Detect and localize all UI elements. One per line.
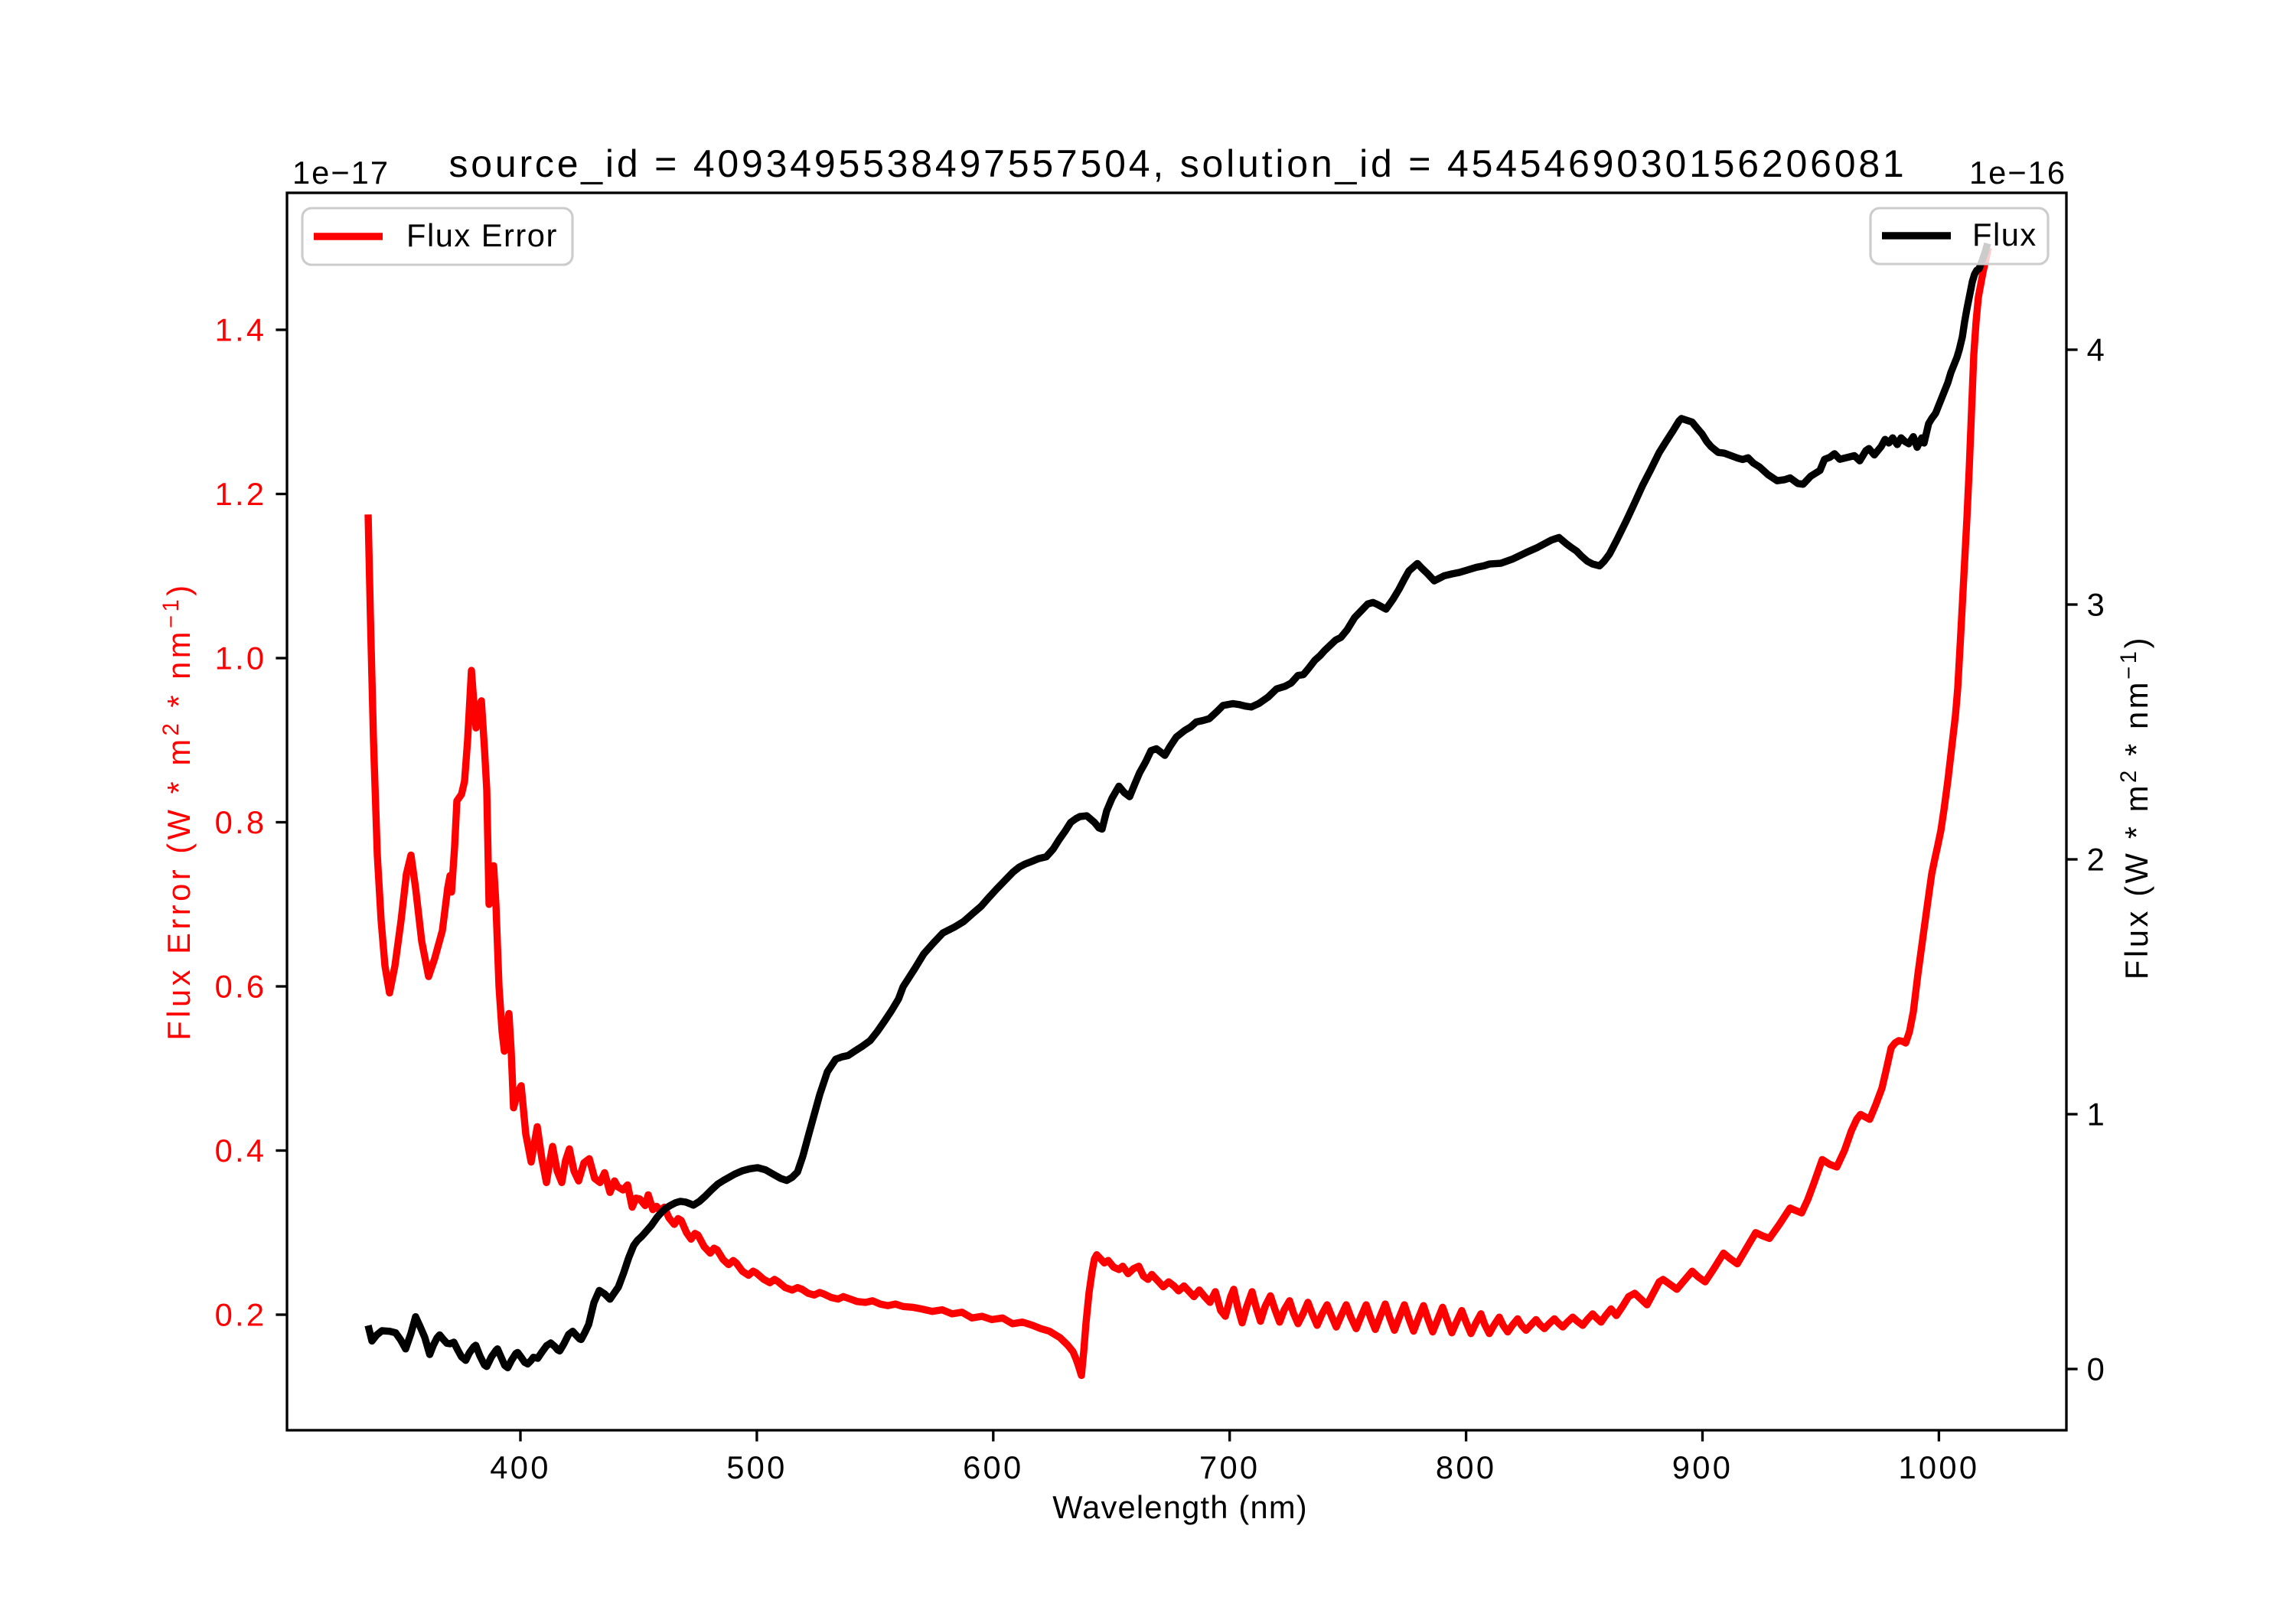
svg-text:900: 900 bbox=[1672, 1449, 1733, 1485]
svg-text:3: 3 bbox=[2087, 587, 2107, 623]
svg-text:0.8: 0.8 bbox=[215, 804, 267, 840]
svg-text:1e−16: 1e−16 bbox=[1969, 155, 2066, 191]
svg-text:1: 1 bbox=[2087, 1097, 2107, 1133]
svg-text:1000: 1000 bbox=[1898, 1449, 1979, 1485]
svg-text:400: 400 bbox=[490, 1449, 550, 1485]
svg-text:0.6: 0.6 bbox=[215, 969, 267, 1005]
svg-text:Flux (W * m2 * nm−1): Flux (W * m2 * nm−1) bbox=[2117, 635, 2154, 980]
svg-text:1e−17: 1e−17 bbox=[292, 155, 390, 191]
svg-text:Flux: Flux bbox=[1972, 217, 2037, 253]
svg-text:2: 2 bbox=[2087, 842, 2107, 878]
svg-text:4: 4 bbox=[2087, 332, 2107, 368]
svg-text:Flux Error: Flux Error bbox=[406, 217, 558, 253]
svg-text:source_id = 409349553849755750: source_id = 4093495538497557504, solutio… bbox=[448, 142, 1906, 185]
svg-text:600: 600 bbox=[963, 1449, 1023, 1485]
svg-text:1.2: 1.2 bbox=[215, 476, 267, 512]
svg-text:Wavelength (nm): Wavelength (nm) bbox=[1052, 1489, 1308, 1525]
svg-text:Flux Error (W * m2 * nm−1): Flux Error (W * m2 * nm−1) bbox=[159, 582, 197, 1040]
svg-text:0.4: 0.4 bbox=[215, 1133, 267, 1169]
svg-text:700: 700 bbox=[1199, 1449, 1260, 1485]
svg-text:0: 0 bbox=[2087, 1351, 2107, 1387]
svg-text:1.0: 1.0 bbox=[215, 641, 267, 676]
svg-text:0.2: 0.2 bbox=[215, 1297, 267, 1333]
svg-text:800: 800 bbox=[1436, 1449, 1496, 1485]
svg-text:1.4: 1.4 bbox=[215, 312, 267, 348]
svg-text:500: 500 bbox=[726, 1449, 787, 1485]
